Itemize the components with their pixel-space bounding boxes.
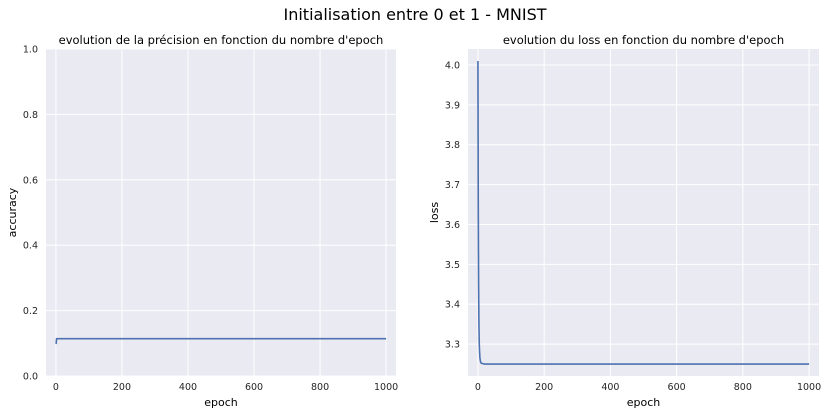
- loss-y-tick-label: 3.5: [445, 260, 460, 271]
- accuracy-y-tick-label: 0.8: [23, 110, 38, 121]
- accuracy-x-axis-label: epoch: [204, 396, 238, 409]
- accuracy-x-tick-label: 1000: [374, 382, 398, 393]
- accuracy-x-tick-label: 400: [179, 382, 197, 393]
- figure-title: Initialisation entre 0 et 1 - MNIST: [283, 5, 546, 24]
- accuracy-series-line: [55, 337, 387, 345]
- accuracy-chart-title: evolution de la précision en fonction du…: [59, 33, 384, 47]
- loss-y-tick-label: 3.6: [445, 220, 460, 231]
- loss-y-tick-label: 3.7: [445, 180, 460, 191]
- loss-chart: 0 200 400 600 800 1000 3.3 3.4 3.5 3.6 3.7 3.8 3.9 4.…: [428, 33, 821, 409]
- loss-y-tick-label: 3.3: [445, 340, 460, 351]
- accuracy-grid: [46, 48, 396, 377]
- accuracy-x-tick-label: 0: [53, 382, 59, 393]
- loss-chart-title: evolution du loss en fonction du nombre …: [503, 33, 784, 47]
- loss-series-line: [477, 60, 810, 365]
- loss-y-tick-label: 3.8: [445, 140, 460, 151]
- accuracy-y-tick-label: 0.4: [23, 241, 38, 252]
- loss-ticks: 0 200 400 600 800 1000 3.3 3.4 3.5 3.6 3.7 3.8 3.9 4.…: [445, 60, 821, 393]
- accuracy-y-axis-label: accuracy: [6, 187, 19, 237]
- loss-x-tick-label: 600: [668, 382, 686, 393]
- accuracy-y-tick-label: 0.0: [23, 372, 38, 383]
- accuracy-x-tick-label: 200: [113, 382, 131, 393]
- accuracy-ticks: 0 200 400 600 800 1000 0.0 0.2 0.4 0.6 0.8 1.0: [23, 45, 398, 394]
- loss-x-tick-label: 1000: [797, 382, 821, 393]
- accuracy-y-tick-label: 1.0: [23, 45, 38, 56]
- accuracy-plot-area: [46, 49, 396, 376]
- loss-y-tick-label: 4.0: [445, 60, 460, 71]
- accuracy-x-tick-label: 600: [245, 382, 263, 393]
- loss-x-axis-label: epoch: [627, 396, 661, 409]
- loss-y-tick-label: 3.9: [445, 100, 460, 111]
- accuracy-x-tick-label: 800: [311, 382, 329, 393]
- accuracy-chart: 0 200 400 600 800 1000 0.0 0.2 0.4 0.6 0.8 1.0 evol…: [6, 33, 398, 409]
- loss-y-tick-label: 3.4: [445, 300, 460, 311]
- loss-x-tick-label: 0: [475, 382, 481, 393]
- accuracy-y-tick-label: 0.2: [23, 306, 38, 317]
- loss-x-tick-label: 200: [535, 382, 553, 393]
- accuracy-y-tick-label: 0.6: [23, 175, 38, 186]
- loss-y-axis-label: loss: [428, 202, 441, 224]
- loss-plot-area: [468, 49, 819, 376]
- loss-x-tick-label: 400: [601, 382, 619, 393]
- loss-x-tick-label: 800: [734, 382, 752, 393]
